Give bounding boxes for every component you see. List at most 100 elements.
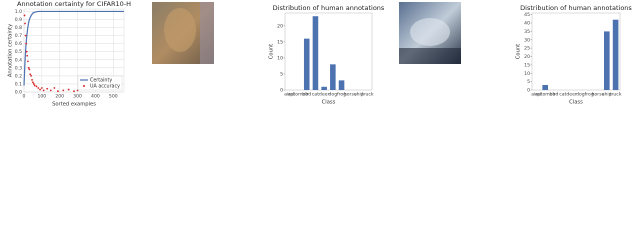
point <box>27 66 30 69</box>
point <box>39 88 41 91</box>
x-tick-label: automob <box>288 92 309 98</box>
point <box>25 50 28 53</box>
x-tick-label: deer <box>319 92 330 98</box>
point <box>49 89 52 92</box>
y-tick-label: 0 <box>280 88 283 94</box>
x-axis-label: Sorted examples <box>52 102 96 108</box>
point <box>42 89 45 92</box>
bar <box>312 16 319 90</box>
legend-label: Certainty <box>90 78 112 84</box>
line <box>23 10 124 86</box>
point <box>67 88 70 91</box>
cat-image <box>152 2 214 64</box>
x-tick-label: 300 <box>73 94 82 100</box>
y-axis-label: Annotation certainty <box>8 24 14 77</box>
y-tick-label: 0.7 <box>15 33 22 39</box>
x-tick-label: ship <box>602 92 612 98</box>
y-tick-label: 0.5 <box>15 49 22 55</box>
point <box>23 14 26 17</box>
y-tick-label: 0.1 <box>15 81 22 87</box>
x-axis-label: Class <box>322 100 336 106</box>
plot-area <box>284 12 373 91</box>
bar <box>330 64 336 90</box>
x-tick-label: horse <box>592 92 605 98</box>
y-tick-label: 15 <box>524 62 530 68</box>
x-tick-label: truck <box>362 92 374 98</box>
x-tick-label: airpl <box>284 92 294 98</box>
bar <box>338 80 345 90</box>
point <box>30 74 33 77</box>
bar <box>612 19 619 91</box>
x-tick-label: automob <box>535 92 556 98</box>
y-tick-label: 10 <box>524 71 530 77</box>
point <box>35 85 38 88</box>
x-tick-label: 500 <box>109 94 118 100</box>
x-tick-label: truck <box>610 92 622 98</box>
x-tick-label: 400 <box>91 94 100 100</box>
y-tick-label: 0 <box>527 88 530 94</box>
y-tick-label: 40 <box>524 21 530 27</box>
x-tick-label: cat <box>312 92 319 98</box>
point <box>53 87 56 89</box>
x-tick-label: bird <box>550 92 559 98</box>
y-tick-label: 0.8 <box>15 25 22 31</box>
legend-box <box>77 75 123 91</box>
legend-label: UA accuracy <box>90 84 120 90</box>
y-tick-label: 15 <box>277 39 283 45</box>
y-tick-label: 20 <box>524 54 530 60</box>
bar <box>303 38 310 90</box>
point <box>37 87 40 89</box>
y-tick-label: 20 <box>277 23 283 29</box>
y-tick-label: 10 <box>277 55 283 61</box>
x-tick-label: bird <box>302 92 311 98</box>
y-tick-label: 25 <box>524 46 530 52</box>
x-tick-label: 0 <box>23 94 26 100</box>
x-tick-label: dog <box>329 92 338 98</box>
x-tick-label: deer <box>566 92 577 98</box>
point <box>25 42 28 45</box>
chart-title: Annotation certainty for CIFAR10-H <box>17 0 131 8</box>
point <box>24 22 26 25</box>
chart-title: Distribution of human annotations <box>520 4 632 12</box>
point <box>27 60 29 63</box>
point <box>32 83 35 85</box>
point <box>62 89 65 92</box>
x-tick-label: dog <box>576 92 585 98</box>
bar <box>321 86 327 90</box>
figure: Annotation certainty for CIFAR10-H Sorted… <box>8 0 633 108</box>
y-tick-label: 0.2 <box>15 73 22 79</box>
point <box>24 34 27 37</box>
legend-swatch <box>83 85 85 87</box>
x-tick-label: ship <box>354 92 364 98</box>
y-tick-label: 0.3 <box>15 65 22 71</box>
point <box>57 90 59 93</box>
x-axis-label: Class <box>569 100 583 106</box>
x-tick-label: horse <box>344 92 357 98</box>
point <box>33 84 36 87</box>
y-tick-label: 30 <box>524 37 530 43</box>
x-tick-label: 100 <box>37 94 46 100</box>
y-axis-label: Count <box>516 44 522 59</box>
point <box>40 87 43 89</box>
x-tick-label: airpl <box>531 92 541 98</box>
bar <box>603 31 610 90</box>
y-tick-label: 0.0 <box>15 90 22 96</box>
chart-title: Distribution of human annotations <box>273 4 385 12</box>
y-tick-label: 0.9 <box>15 17 22 23</box>
y-axis-label: Count <box>269 44 275 59</box>
y-tick-label: 1.0 <box>15 9 22 15</box>
y-tick-label: 35 <box>524 29 530 35</box>
point <box>31 79 33 81</box>
y-tick-label: 0.6 <box>15 41 22 47</box>
ship-image <box>399 2 461 64</box>
y-tick-label: 45 <box>524 12 530 18</box>
y-tick-label: 5 <box>280 71 283 77</box>
point <box>32 81 34 84</box>
point <box>46 87 49 90</box>
y-tick-label: 5 <box>527 79 530 85</box>
x-tick-label: frog <box>585 92 594 98</box>
point <box>73 90 75 93</box>
point <box>29 73 32 76</box>
bar <box>542 84 549 90</box>
point <box>28 68 31 71</box>
